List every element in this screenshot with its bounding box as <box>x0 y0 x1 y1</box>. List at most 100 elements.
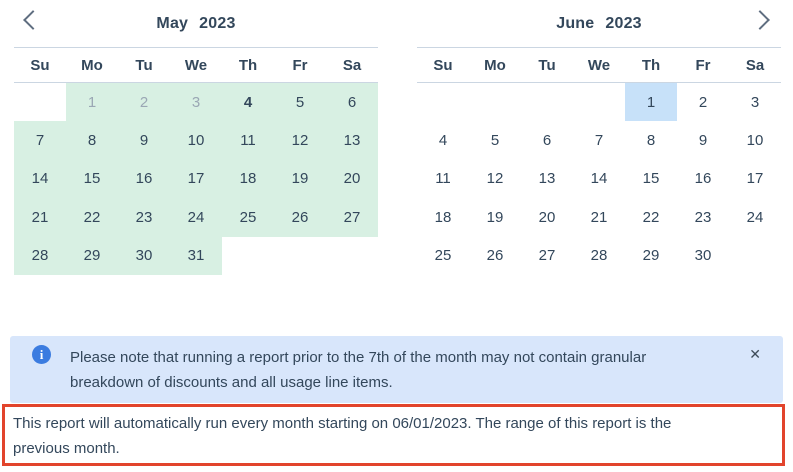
day-cell-16[interactable]: 16 <box>694 170 712 188</box>
day-cell-4[interactable]: 4 <box>438 132 448 150</box>
day-name-tu: Tu <box>538 56 556 74</box>
day-cell-1[interactable]: 1 <box>625 83 677 122</box>
day-name-th: Th <box>641 56 661 74</box>
day-cell-21[interactable]: 21 <box>590 208 608 226</box>
day-cell-9[interactable]: 9 <box>118 121 170 160</box>
day-cell-8[interactable]: 8 <box>66 121 118 160</box>
day-cell-5[interactable]: 5 <box>274 83 326 122</box>
day-cell-29[interactable]: 29 <box>642 247 660 265</box>
day-cell-2[interactable]: 2 <box>698 93 708 111</box>
day-cell-20[interactable]: 20 <box>538 208 556 226</box>
day-cell-11[interactable]: 11 <box>435 170 451 188</box>
day-cell-20[interactable]: 20 <box>326 159 378 199</box>
day-cell-10[interactable]: 10 <box>746 132 764 150</box>
day-cell-17[interactable]: 17 <box>170 159 222 199</box>
day-cell-empty <box>573 83 625 121</box>
day-cell-empty <box>326 237 378 275</box>
day-cell-19[interactable]: 19 <box>274 159 326 199</box>
day-cell-6[interactable]: 6 <box>326 83 378 122</box>
year-label: 2023 <box>605 14 642 32</box>
day-cell-empty <box>14 83 66 121</box>
day-name-th: Th <box>238 56 258 74</box>
day-cell-12[interactable]: 12 <box>274 121 326 160</box>
day-cell-9[interactable]: 9 <box>698 132 708 150</box>
day-cell-empty <box>222 237 274 275</box>
day-name-fr: Fr <box>292 56 308 74</box>
day-cell-7[interactable]: 7 <box>14 121 66 160</box>
day-cell-24[interactable]: 24 <box>170 198 222 237</box>
day-name-mo: Mo <box>484 56 506 74</box>
day-cell-28[interactable]: 28 <box>590 247 608 265</box>
day-cell-11[interactable]: 11 <box>222 121 274 160</box>
day-cell-26[interactable]: 26 <box>274 198 326 237</box>
day-cell-27[interactable]: 27 <box>538 247 556 265</box>
schedule-note-highlight: This report will automatically run every… <box>2 404 785 466</box>
day-cell-22[interactable]: 22 <box>66 198 118 237</box>
info-banner: i Please note that running a report prio… <box>10 336 783 403</box>
day-cell-24[interactable]: 24 <box>746 208 764 226</box>
day-cell-23[interactable]: 23 <box>118 198 170 237</box>
day-cell-3[interactable]: 3 <box>750 93 760 111</box>
day-cell-12[interactable]: 12 <box>486 170 504 188</box>
day-cell-15[interactable]: 15 <box>66 159 118 199</box>
day-cell-empty <box>729 237 781 275</box>
day-cell-25[interactable]: 25 <box>222 198 274 237</box>
day-cell-13[interactable]: 13 <box>538 170 556 188</box>
day-name-sa: Sa <box>745 56 765 74</box>
month-label: June <box>556 14 595 32</box>
day-name-mo: Mo <box>81 56 103 74</box>
day-grid: 1 2 3 4 5 6 7 8 9 10 11 12 13 14 15 16 17 18 19 20 21 22 23 24 2… <box>417 83 781 275</box>
day-cell-31[interactable]: 31 <box>170 236 222 275</box>
day-cell-21[interactable]: 21 <box>14 198 66 237</box>
chevron-right-icon[interactable] <box>750 10 770 30</box>
day-cell-2[interactable]: 2 <box>118 83 170 122</box>
day-cell-17[interactable]: 17 <box>746 170 764 188</box>
day-cell-14[interactable]: 14 <box>14 159 66 199</box>
day-cell-10[interactable]: 10 <box>170 121 222 160</box>
day-cell-30[interactable]: 30 <box>118 236 170 275</box>
chevron-left-icon[interactable] <box>23 10 43 30</box>
close-icon[interactable]: ✕ <box>749 346 761 362</box>
day-names-row: Su Mo Tu We Th Fr Sa <box>14 48 378 83</box>
day-cell-29[interactable]: 29 <box>66 236 118 275</box>
day-name-su: Su <box>30 56 50 74</box>
day-cell-5[interactable]: 5 <box>490 132 500 150</box>
day-cell-18[interactable]: 18 <box>222 159 274 199</box>
day-cell-16[interactable]: 16 <box>118 159 170 199</box>
day-cell-4[interactable]: 4 <box>222 83 274 122</box>
calendar-header: June 2023 <box>417 0 781 48</box>
day-cell-27[interactable]: 27 <box>326 198 378 237</box>
day-cell-23[interactable]: 23 <box>694 208 712 226</box>
day-cell-14[interactable]: 14 <box>590 170 608 188</box>
day-cell-empty <box>417 83 469 121</box>
schedule-note-text: This report will automatically run every… <box>13 415 672 457</box>
day-cell-18[interactable]: 18 <box>434 208 452 226</box>
day-cell-8[interactable]: 8 <box>646 132 656 150</box>
day-cell-1[interactable]: 1 <box>66 83 118 122</box>
day-cell-3[interactable]: 3 <box>170 83 222 122</box>
day-name-tu: Tu <box>135 56 153 74</box>
day-cell-30[interactable]: 30 <box>694 247 712 265</box>
banner-text: Please note that running a report prior … <box>70 349 647 391</box>
day-cell-empty <box>469 83 521 121</box>
day-cell-6[interactable]: 6 <box>542 132 552 150</box>
day-grid: 1 2 3 4 5 6 7 8 9 10 11 12 13 14 15 16 17 18 19 20 21 22 23 24 2… <box>14 83 378 275</box>
info-icon: i <box>32 345 51 364</box>
calendar-header: May 2023 <box>14 0 378 48</box>
day-cell-19[interactable]: 19 <box>486 208 504 226</box>
day-cell-25[interactable]: 25 <box>434 247 452 265</box>
day-cell-empty <box>274 237 326 275</box>
day-cell-7[interactable]: 7 <box>594 132 604 150</box>
calendar-june: June 2023 Su Mo Tu We Th Fr Sa 1 2 3 4 5 6 7 8 9 10 11 12… <box>417 0 781 275</box>
day-name-fr: Fr <box>695 56 711 74</box>
day-cell-15[interactable]: 15 <box>642 170 660 188</box>
month-label: May <box>156 14 189 32</box>
day-name-sa: Sa <box>342 56 362 74</box>
year-label: 2023 <box>199 14 236 32</box>
day-cell-26[interactable]: 26 <box>486 247 504 265</box>
day-cell-22[interactable]: 22 <box>642 208 660 226</box>
day-cell-28[interactable]: 28 <box>14 236 66 275</box>
day-cell-13[interactable]: 13 <box>326 121 378 160</box>
calendar-title: June 2023 <box>556 15 642 33</box>
day-cell-empty <box>521 83 573 121</box>
